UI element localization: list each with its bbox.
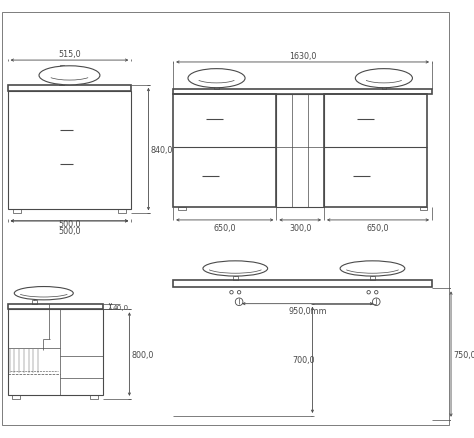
Bar	[173, 89, 432, 95]
Bar	[32, 300, 36, 304]
Bar	[233, 262, 237, 268]
Bar	[118, 210, 126, 214]
Text: 800,0: 800,0	[131, 350, 154, 359]
Bar	[8, 85, 131, 91]
Bar	[419, 207, 427, 211]
Bar	[178, 207, 185, 211]
Text: 40,0: 40,0	[112, 304, 128, 310]
Bar	[13, 210, 21, 214]
Ellipse shape	[203, 261, 268, 276]
Bar	[370, 276, 375, 280]
Ellipse shape	[39, 67, 100, 85]
Bar	[215, 70, 219, 75]
Bar	[382, 85, 386, 89]
Ellipse shape	[340, 261, 405, 276]
Ellipse shape	[356, 70, 412, 88]
Text: 700,0: 700,0	[293, 356, 315, 364]
Bar	[8, 310, 103, 395]
Text: 1630,0: 1630,0	[289, 52, 316, 61]
Bar	[371, 262, 374, 268]
Text: 650,0: 650,0	[367, 223, 389, 232]
Text: 840,0: 840,0	[150, 145, 173, 154]
Bar	[214, 85, 219, 89]
Bar	[91, 395, 98, 399]
Text: 500,0: 500,0	[58, 226, 81, 235]
Bar	[8, 91, 131, 210]
Bar	[60, 66, 64, 71]
Bar	[382, 70, 386, 75]
Text: 650,0: 650,0	[213, 223, 236, 232]
Bar	[12, 395, 20, 399]
Ellipse shape	[14, 287, 73, 300]
Text: 300,0: 300,0	[289, 223, 311, 232]
Text: 750,0: 750,0	[453, 350, 474, 359]
Bar	[233, 276, 237, 280]
Bar	[8, 304, 103, 310]
Bar	[173, 95, 276, 207]
Text: 500,0: 500,0	[58, 220, 81, 229]
Ellipse shape	[188, 70, 245, 88]
Bar	[324, 95, 427, 207]
Bar	[276, 95, 324, 207]
Bar	[59, 82, 64, 85]
Bar	[173, 280, 432, 287]
Text: 950,0mm: 950,0mm	[288, 306, 327, 315]
Text: 515,0: 515,0	[58, 50, 81, 59]
